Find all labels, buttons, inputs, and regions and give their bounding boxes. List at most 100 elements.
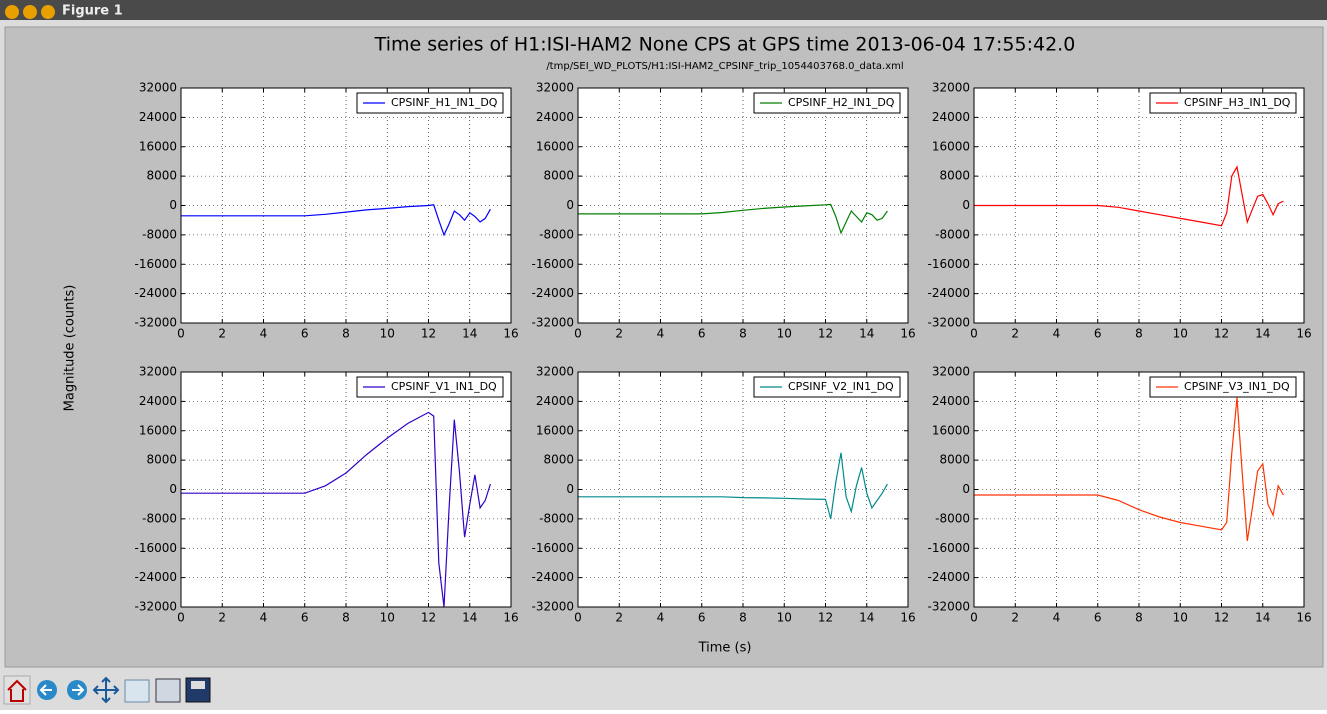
y-tick-label: 8000 — [146, 169, 177, 183]
x-tick-label: 16 — [1296, 611, 1311, 625]
y-tick-label: -8000 — [935, 511, 970, 525]
window-title: Figure 1 — [62, 4, 123, 19]
y-tick-label: -8000 — [539, 227, 574, 241]
x-tick-label: 10 — [1173, 611, 1188, 625]
zoom-button[interactable] — [124, 679, 150, 703]
x-tick-label: 2 — [218, 611, 226, 625]
x-tick-label: 2 — [615, 611, 623, 625]
legend-box — [753, 376, 901, 398]
y-tick-label: 32000 — [139, 365, 177, 379]
x-tick-label: 12 — [1214, 327, 1229, 341]
y-tick-label: -24000 — [134, 570, 177, 584]
x-tick-label: 4 — [657, 327, 665, 341]
subplot: 32000 24000 16000 8000 0 -8000 -16000 -24000 -32… — [531, 81, 915, 341]
x-tick-label: 4 — [657, 611, 665, 625]
y-axis-label: Magnitude (counts) — [63, 285, 78, 412]
y-tick-label: -8000 — [142, 227, 177, 241]
y-tick-label: 8000 — [939, 169, 970, 183]
x-tick-label: 8 — [1135, 611, 1143, 625]
x-tick-label: 10 — [380, 611, 395, 625]
y-tick-label: -24000 — [927, 286, 970, 300]
y-tick-label: 8000 — [146, 453, 177, 467]
legend-box — [1149, 376, 1297, 398]
x-tick-label: 14 — [1255, 327, 1270, 341]
legend-label: CPSINF_H2_IN1_DQ — [788, 96, 895, 109]
y-tick-label: -16000 — [927, 257, 970, 271]
subplots-button[interactable] — [155, 678, 181, 703]
x-tick-label: 2 — [218, 327, 226, 341]
x-tick-label: 0 — [177, 327, 185, 341]
figure-subtitle: /tmp/SEI_WD_PLOTS/H1:ISI-HAM2_CPSINF_tri… — [546, 61, 903, 72]
y-tick-label: -16000 — [134, 257, 177, 271]
legend: CPSINF_V2_IN1_DQ — [753, 376, 901, 398]
y-tick-label: -32000 — [927, 600, 970, 614]
y-tick-label: 0 — [169, 482, 177, 496]
y-tick-label: 32000 — [932, 365, 970, 379]
pan-button[interactable] — [92, 676, 120, 704]
x-tick-label: 8 — [342, 327, 350, 341]
legend-label: CPSINF_H3_IN1_DQ — [1184, 96, 1291, 109]
x-tick-label: 0 — [970, 327, 978, 341]
y-tick-label: 8000 — [543, 453, 574, 467]
y-tick-label: 0 — [962, 482, 970, 496]
y-tick-label: -32000 — [927, 316, 970, 330]
x-tick-label: 0 — [970, 611, 978, 625]
legend-label: CPSINF_V3_IN1_DQ — [1184, 380, 1290, 393]
y-tick-label: 32000 — [536, 81, 574, 95]
y-tick-label: -24000 — [531, 286, 574, 300]
y-tick-label: 0 — [962, 198, 970, 212]
close-button[interactable] — [5, 5, 19, 19]
legend-box — [753, 92, 901, 114]
x-tick-label: 12 — [818, 327, 833, 341]
series-line — [181, 411, 491, 607]
back-icon — [39, 684, 52, 696]
y-tick-label: -8000 — [539, 511, 574, 525]
x-tick-label: 10 — [1173, 327, 1188, 341]
x-tick-label: 6 — [1094, 327, 1102, 341]
x-tick-label: 16 — [503, 611, 518, 625]
save-icon — [191, 681, 205, 689]
y-tick-label: 8000 — [543, 169, 574, 183]
y-tick-label: -8000 — [142, 511, 177, 525]
x-tick-label: 2 — [1011, 611, 1019, 625]
y-tick-label: -32000 — [134, 600, 177, 614]
plot-frame — [973, 371, 1305, 608]
toolbar — [3, 675, 211, 705]
y-tick-label: 16000 — [536, 423, 574, 437]
y-tick-label: 24000 — [139, 110, 177, 124]
x-tick-label: 10 — [777, 611, 792, 625]
x-tick-label: 12 — [1214, 611, 1229, 625]
x-tick-label: 4 — [260, 611, 268, 625]
subplot: 32000 24000 16000 8000 0 -8000 -16000 -24000 -32… — [927, 81, 1311, 341]
subplot: 32000 24000 16000 8000 0 -8000 -16000 -24000 -32… — [927, 365, 1311, 625]
maximize-button[interactable] — [41, 5, 55, 19]
plot-frame — [577, 371, 909, 608]
subplot: 32000 24000 16000 8000 0 -8000 -16000 -24000 -32… — [134, 81, 518, 341]
y-tick-label: 16000 — [932, 139, 970, 153]
x-tick-label: 14 — [462, 611, 477, 625]
y-tick-label: 32000 — [139, 81, 177, 95]
y-tick-label: 0 — [566, 482, 574, 496]
y-tick-label: -24000 — [531, 570, 574, 584]
x-tick-label: 6 — [301, 611, 309, 625]
forward-icon — [72, 684, 85, 696]
x-tick-label: 12 — [421, 327, 436, 341]
plot-frame — [577, 87, 909, 324]
y-tick-label: -8000 — [935, 227, 970, 241]
minimize-button[interactable] — [23, 5, 37, 19]
x-tick-label: 16 — [900, 327, 915, 341]
series-line — [578, 452, 888, 520]
series-line — [578, 203, 888, 235]
x-tick-label: 4 — [260, 327, 268, 341]
y-tick-label: 24000 — [536, 394, 574, 408]
y-tick-label: -32000 — [134, 316, 177, 330]
x-tick-label: 6 — [1094, 611, 1102, 625]
legend: CPSINF_H3_IN1_DQ — [1149, 92, 1297, 114]
legend-box — [1149, 92, 1297, 114]
plot-frame — [973, 87, 1305, 324]
x-tick-label: 0 — [177, 611, 185, 625]
y-tick-label: 24000 — [932, 394, 970, 408]
legend-label: CPSINF_V2_IN1_DQ — [788, 380, 894, 393]
x-tick-label: 8 — [1135, 327, 1143, 341]
series-line — [974, 397, 1284, 541]
